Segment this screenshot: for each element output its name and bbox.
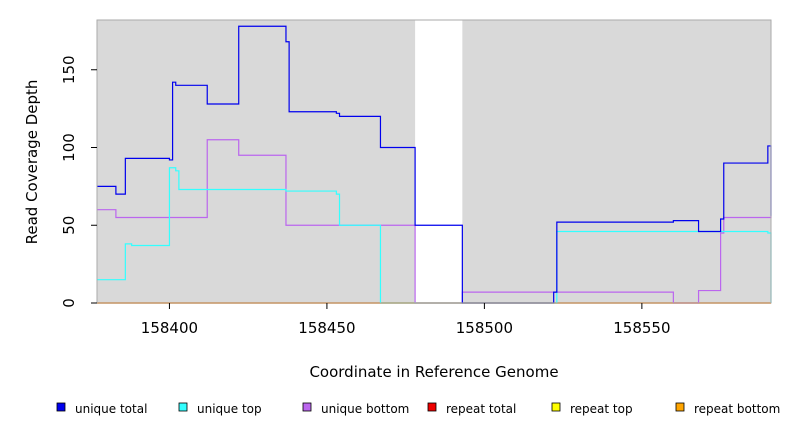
x-tick-label: 158400 xyxy=(141,319,198,337)
y-tick-label: 0 xyxy=(60,298,78,308)
x-tick-label: 158450 xyxy=(298,319,355,337)
legend-swatch-repeat-bottom xyxy=(675,402,685,412)
legend-label-unique-total: unique total xyxy=(75,402,147,416)
series-line-unique-total xyxy=(97,25,772,304)
gap-region xyxy=(415,20,463,303)
y-axis-title: Read Coverage Depth xyxy=(23,80,41,245)
legend: unique total unique top unique bottom repea… xyxy=(56,402,780,416)
legend-swatch-unique-bottom xyxy=(302,402,312,412)
y-tick-label: 50 xyxy=(60,216,78,235)
legend-label-unique-bottom: unique bottom xyxy=(321,402,409,416)
x-tick-label: 158500 xyxy=(456,319,513,337)
legend-swatch-repeat-total xyxy=(427,402,437,412)
x-axis: 158400 158450 158500 158550 xyxy=(141,303,671,337)
x-axis-title: Coordinate in Reference Genome xyxy=(309,363,558,381)
legend-label-repeat-total: repeat total xyxy=(446,402,516,416)
x-tick-label: 158550 xyxy=(613,319,670,337)
legend-swatch-unique-top xyxy=(178,402,188,412)
legend-label-repeat-bottom: repeat bottom xyxy=(694,402,780,416)
legend-label-repeat-top: repeat top xyxy=(570,402,633,416)
legend-label-unique-top: unique top xyxy=(197,402,262,416)
y-axis: 0 50 100 150 xyxy=(60,55,97,308)
legend-swatch-repeat-top xyxy=(551,402,561,412)
legend-swatch-unique-total xyxy=(56,402,66,412)
y-tick-label: 100 xyxy=(60,133,78,162)
y-tick-label: 150 xyxy=(60,55,78,84)
plot-frame xyxy=(96,19,772,304)
